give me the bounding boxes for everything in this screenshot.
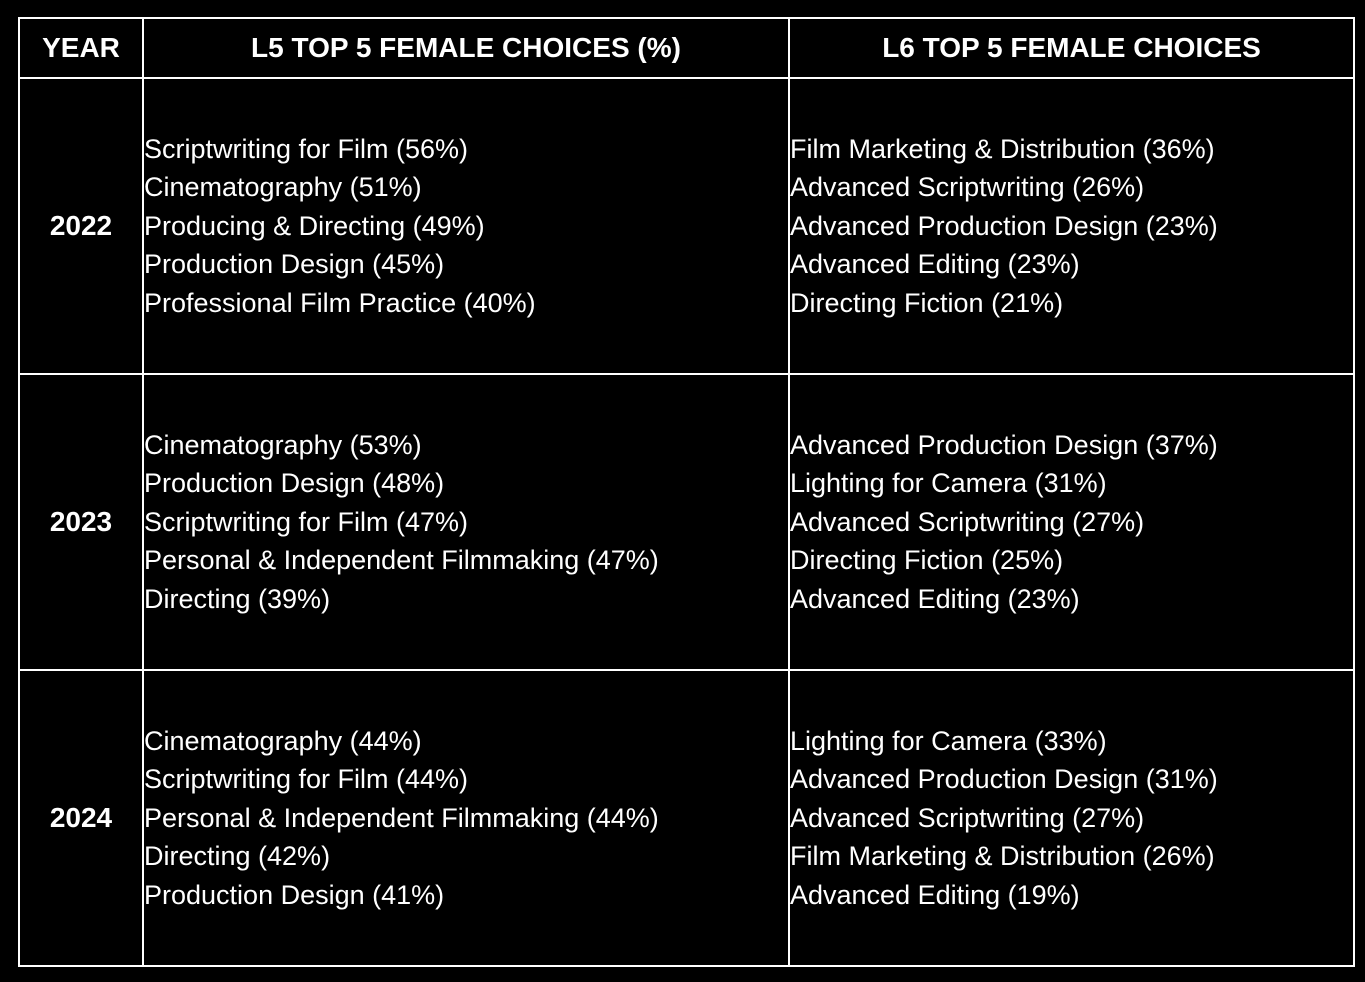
list-item: Cinematography (44%)	[144, 725, 422, 756]
year-cell: 2023	[18, 373, 144, 671]
table-row: 2022 Scriptwriting for Film (56%) Cinema…	[18, 77, 1355, 375]
l6-column-header: L6 TOP 5 FEMALE CHOICES	[788, 17, 1355, 79]
table-header: YEAR L5 TOP 5 FEMALE CHOICES (%) L6 TOP …	[18, 17, 1355, 79]
table-body: 2022 Scriptwriting for Film (56%) Cinema…	[18, 77, 1355, 967]
l5-choices-list: Scriptwriting for Film (56%) Cinematogra…	[144, 130, 788, 323]
l5-choices-cell: Cinematography (53%) Production Design (…	[142, 373, 790, 671]
l6-choices-list: Film Marketing & Distribution (36%) Adva…	[790, 130, 1353, 323]
list-item: Production Design (45%)	[144, 249, 445, 280]
header-row: YEAR L5 TOP 5 FEMALE CHOICES (%) L6 TOP …	[18, 17, 1355, 79]
l5-choices-list: Cinematography (44%) Scriptwriting for F…	[144, 722, 788, 915]
female-choices-table: YEAR L5 TOP 5 FEMALE CHOICES (%) L6 TOP …	[18, 17, 1355, 967]
list-item: Production Design (41%)	[144, 879, 445, 910]
list-item: Scriptwriting for Film (44%)	[144, 764, 469, 795]
list-item: Directing (42%)	[144, 841, 331, 872]
list-item: Scriptwriting for Film (56%)	[144, 133, 469, 164]
list-item: Film Marketing & Distribution (26%)	[790, 841, 1215, 872]
list-item: Advanced Scriptwriting (27%)	[790, 506, 1145, 537]
list-item: Advanced Production Design (23%)	[790, 210, 1218, 241]
list-item: Professional Film Practice (40%)	[144, 287, 536, 318]
list-item: Directing Fiction (25%)	[790, 545, 1064, 576]
list-item: Personal & Independent Filmmaking (44%)	[144, 802, 659, 833]
list-item: Lighting for Camera (33%)	[790, 725, 1107, 756]
list-item: Directing Fiction (21%)	[790, 287, 1064, 318]
list-item: Advanced Scriptwriting (26%)	[790, 172, 1145, 203]
year-cell: 2022	[18, 77, 144, 375]
list-item: Production Design (48%)	[144, 468, 445, 499]
l6-choices-list: Advanced Production Design (37%) Lightin…	[790, 426, 1353, 619]
list-item: Lighting for Camera (31%)	[790, 468, 1107, 499]
list-item: Cinematography (53%)	[144, 429, 422, 460]
list-item: Advanced Production Design (31%)	[790, 764, 1218, 795]
year-cell: 2024	[18, 669, 144, 967]
l5-choices-cell: Scriptwriting for Film (56%) Cinematogra…	[142, 77, 790, 375]
l6-choices-cell: Lighting for Camera (33%) Advanced Produ…	[788, 669, 1355, 967]
list-item: Advanced Editing (19%)	[790, 879, 1080, 910]
list-item: Advanced Scriptwriting (27%)	[790, 802, 1145, 833]
table-row: 2024 Cinematography (44%) Scriptwriting …	[18, 669, 1355, 967]
list-item: Producing & Directing (49%)	[144, 210, 485, 241]
table-row: 2023 Cinematography (53%) Production Des…	[18, 373, 1355, 671]
list-item: Advanced Production Design (37%)	[790, 429, 1218, 460]
list-item: Directing (39%)	[144, 583, 331, 614]
l5-choices-list: Cinematography (53%) Production Design (…	[144, 426, 788, 619]
l5-choices-cell: Cinematography (44%) Scriptwriting for F…	[142, 669, 790, 967]
l6-choices-list: Lighting for Camera (33%) Advanced Produ…	[790, 722, 1353, 915]
list-item: Advanced Editing (23%)	[790, 249, 1080, 280]
list-item: Scriptwriting for Film (47%)	[144, 506, 469, 537]
l5-column-header: L5 TOP 5 FEMALE CHOICES (%)	[142, 17, 790, 79]
list-item: Film Marketing & Distribution (36%)	[790, 133, 1215, 164]
list-item: Personal & Independent Filmmaking (47%)	[144, 545, 659, 576]
l6-choices-cell: Advanced Production Design (37%) Lightin…	[788, 373, 1355, 671]
year-column-header: YEAR	[18, 17, 144, 79]
list-item: Advanced Editing (23%)	[790, 583, 1080, 614]
list-item: Cinematography (51%)	[144, 172, 422, 203]
l6-choices-cell: Film Marketing & Distribution (36%) Adva…	[788, 77, 1355, 375]
